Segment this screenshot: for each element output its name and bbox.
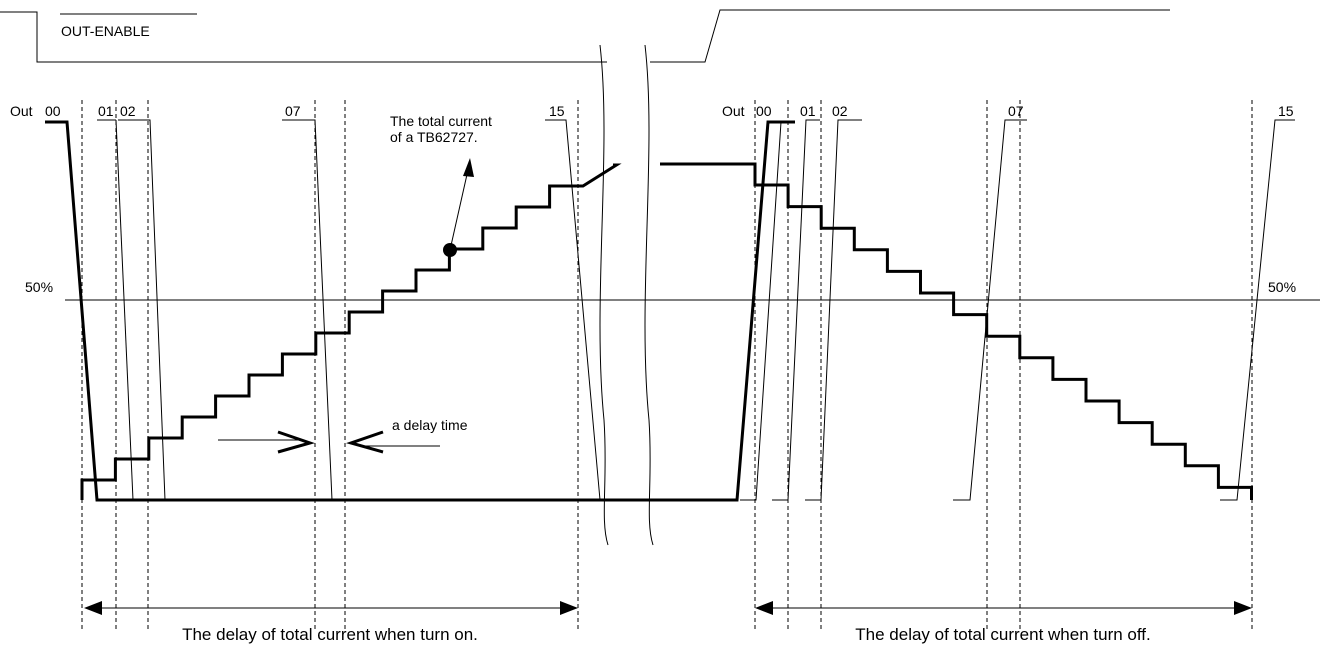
output-15-off <box>1220 119 1295 501</box>
output-15 <box>545 119 601 501</box>
output-01-off <box>772 119 820 501</box>
output-07-off <box>953 119 1027 501</box>
caption: The delay of total current when turn on. <box>182 625 478 644</box>
output-label: 07 <box>1008 103 1024 119</box>
output-label: 02 <box>832 103 848 119</box>
output-label: 00 <box>756 103 772 119</box>
arrow-head <box>463 158 474 177</box>
delay-mark <box>345 430 384 454</box>
arrow-head <box>1234 601 1252 615</box>
output-label: 15 <box>1278 103 1294 119</box>
output-label: 07 <box>285 103 301 119</box>
enable-signal-low <box>0 11 607 63</box>
arrow-head <box>560 601 578 615</box>
delay-mark <box>277 430 316 454</box>
annotation: The total current <box>390 113 492 129</box>
output-01 <box>115 119 134 501</box>
break-line <box>599 44 609 546</box>
caption: The delay of total current when turn off… <box>855 625 1150 644</box>
out-label: Out <box>722 103 745 119</box>
annotation: of a TB62727. <box>390 129 478 145</box>
output-label: 00 <box>45 103 61 119</box>
output-02 <box>118 119 166 501</box>
enable-signal-high <box>650 9 1170 63</box>
arrow-head <box>84 601 102 615</box>
level-label: 50% <box>25 279 53 295</box>
out-label: Out <box>10 103 33 119</box>
output-label: 15 <box>549 103 565 119</box>
output-00-waveform <box>45 120 795 502</box>
level-label: 50% <box>1268 279 1296 295</box>
output-00-off <box>740 121 782 501</box>
arrow-head <box>755 601 773 615</box>
annotation-arrow <box>449 169 469 251</box>
output-02-off <box>805 119 862 501</box>
output-label: 01 <box>98 103 114 119</box>
delay-label: a delay time <box>392 417 468 433</box>
total-current <box>660 162 1253 500</box>
output-07 <box>282 119 333 501</box>
signal-label: OUT-ENABLE <box>61 23 150 39</box>
break-line <box>644 44 654 546</box>
output-label: 01 <box>800 103 816 119</box>
total-current <box>80 163 622 500</box>
output-label: 02 <box>120 103 136 119</box>
